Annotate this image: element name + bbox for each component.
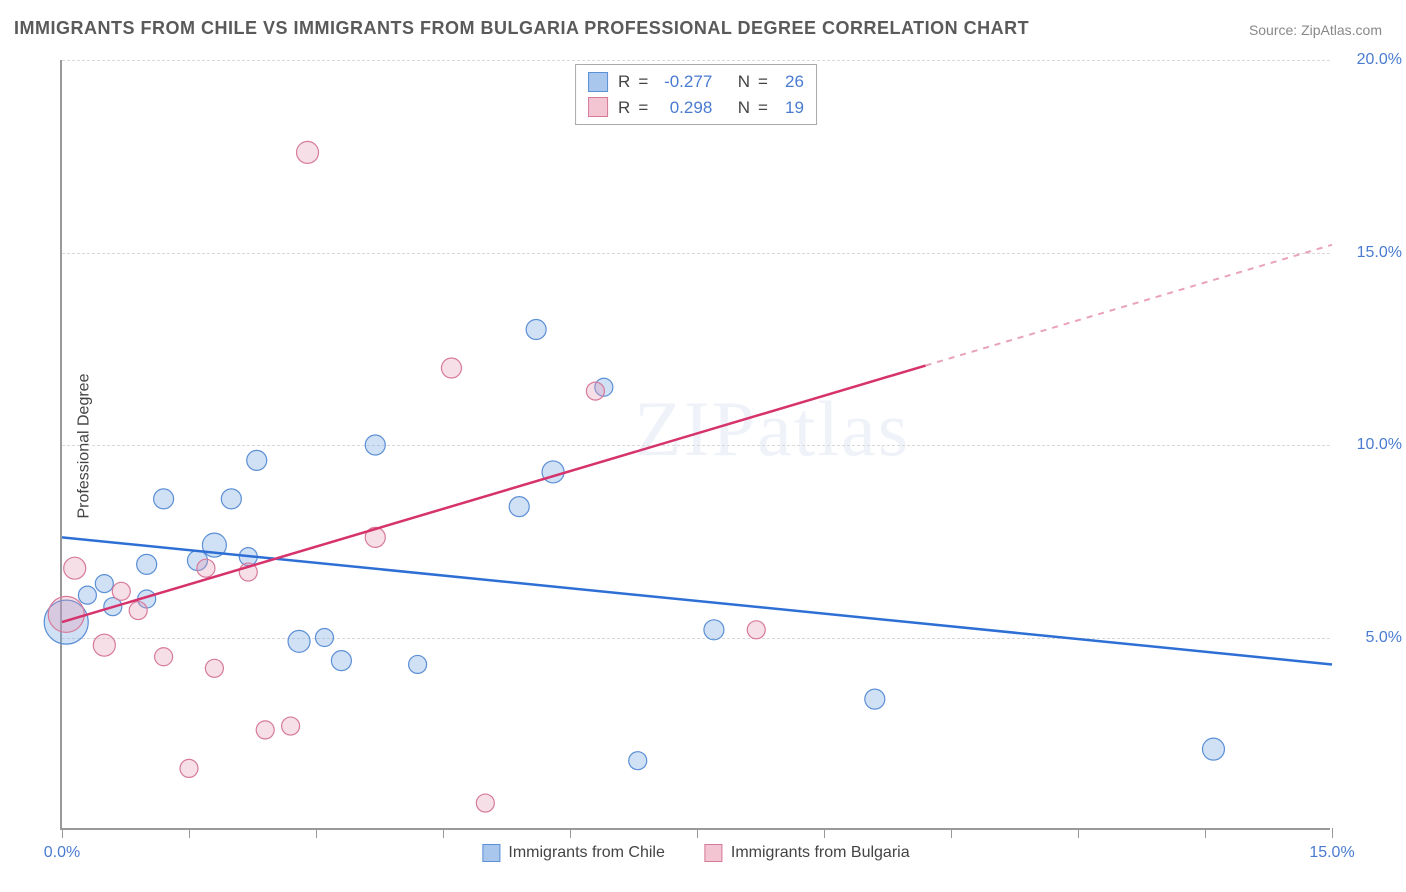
x-tick: [443, 828, 444, 838]
data-point: [129, 602, 147, 620]
x-tick: [316, 828, 317, 838]
legend-label: Immigrants from Bulgaria: [731, 844, 910, 861]
stats-n-value: 26: [776, 69, 804, 95]
x-tick: [951, 828, 952, 838]
legend-item: Immigrants from Chile: [482, 844, 664, 862]
y-tick-label: 5.0%: [1366, 629, 1402, 647]
data-point: [247, 450, 267, 470]
stats-row: R = 0.298 N = 19: [588, 95, 804, 121]
stats-eq: =: [638, 95, 648, 121]
x-tick-label: 15.0%: [1309, 844, 1354, 862]
data-point: [155, 648, 173, 666]
data-point: [476, 794, 494, 812]
trend-line: [62, 366, 926, 623]
data-point: [112, 582, 130, 600]
data-point: [137, 554, 157, 574]
data-point: [180, 759, 198, 777]
data-point: [78, 586, 96, 604]
data-point: [1202, 738, 1224, 760]
data-point: [48, 596, 84, 632]
plot-area: ZIPatlas 5.0%10.0%15.0%20.0% 0.0%15.0% R…: [60, 60, 1330, 830]
data-point: [331, 651, 351, 671]
trend-line: [62, 537, 1332, 664]
data-point: [256, 721, 274, 739]
data-point: [704, 620, 724, 640]
stats-legend-box: R = -0.277 N = 26 R = 0.298 N = 19: [575, 64, 817, 125]
series-swatch: [705, 844, 723, 862]
data-point: [221, 489, 241, 509]
data-point: [409, 655, 427, 673]
chart-canvas: [62, 60, 1330, 828]
x-tick: [824, 828, 825, 838]
y-tick-label: 15.0%: [1357, 244, 1402, 262]
data-point: [747, 621, 765, 639]
data-point: [865, 689, 885, 709]
source-attribution: Source: ZipAtlas.com: [1249, 22, 1382, 38]
data-point: [205, 659, 223, 677]
data-point: [315, 629, 333, 647]
x-tick: [1078, 828, 1079, 838]
data-point: [441, 358, 461, 378]
stats-r-label: R: [618, 69, 630, 95]
x-tick: [1205, 828, 1206, 838]
data-point: [526, 320, 546, 340]
series-swatch: [482, 844, 500, 862]
data-point: [509, 497, 529, 517]
data-point: [288, 630, 310, 652]
stats-r-label: R: [618, 95, 630, 121]
series-legend: Immigrants from Chile Immigrants from Bul…: [482, 844, 909, 862]
series-swatch: [588, 97, 608, 117]
stats-n-label: N: [738, 69, 750, 95]
data-point: [93, 634, 115, 656]
stats-n-label: N: [738, 95, 750, 121]
chart-title: IMMIGRANTS FROM CHILE VS IMMIGRANTS FROM…: [14, 18, 1029, 39]
x-tick: [570, 828, 571, 838]
stats-r-value: 0.298: [656, 95, 712, 121]
stats-eq: =: [638, 69, 648, 95]
stats-eq: =: [758, 95, 768, 121]
legend-label: Immigrants from Chile: [508, 844, 664, 861]
x-tick: [1332, 828, 1333, 838]
data-point: [297, 141, 319, 163]
data-point: [282, 717, 300, 735]
data-point: [586, 382, 604, 400]
stats-n-value: 19: [776, 95, 804, 121]
data-point: [197, 559, 215, 577]
x-tick-label: 0.0%: [44, 844, 80, 862]
stats-eq: =: [758, 69, 768, 95]
data-point: [154, 489, 174, 509]
stats-r-value: -0.277: [656, 69, 712, 95]
series-swatch: [588, 72, 608, 92]
stats-row: R = -0.277 N = 26: [588, 69, 804, 95]
x-tick: [62, 828, 63, 838]
source-link[interactable]: ZipAtlas.com: [1301, 22, 1382, 38]
data-point: [629, 752, 647, 770]
x-tick: [189, 828, 190, 838]
x-tick: [697, 828, 698, 838]
legend-item: Immigrants from Bulgaria: [705, 844, 910, 862]
trend-line-extrapolated: [926, 245, 1332, 366]
source-prefix: Source:: [1249, 22, 1301, 38]
data-point: [95, 575, 113, 593]
y-tick-label: 10.0%: [1357, 436, 1402, 454]
data-point: [64, 557, 86, 579]
data-point: [365, 435, 385, 455]
y-tick-label: 20.0%: [1357, 51, 1402, 69]
